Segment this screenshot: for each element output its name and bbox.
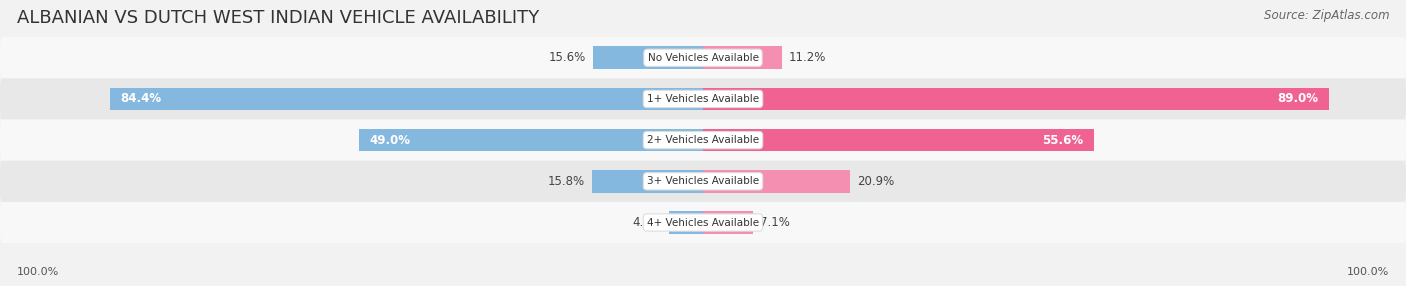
Bar bbox=[703, 46, 782, 69]
Text: 49.0%: 49.0% bbox=[368, 134, 411, 147]
Bar bbox=[703, 129, 1094, 152]
Bar bbox=[110, 88, 703, 110]
Bar bbox=[359, 129, 703, 152]
Bar bbox=[593, 46, 703, 69]
FancyBboxPatch shape bbox=[0, 161, 1406, 202]
Text: 1+ Vehicles Available: 1+ Vehicles Available bbox=[647, 94, 759, 104]
Text: 11.2%: 11.2% bbox=[789, 51, 827, 64]
Text: 100.0%: 100.0% bbox=[17, 267, 59, 277]
Text: 55.6%: 55.6% bbox=[1042, 134, 1084, 147]
FancyBboxPatch shape bbox=[0, 202, 1406, 243]
FancyBboxPatch shape bbox=[0, 37, 1406, 78]
Text: Source: ZipAtlas.com: Source: ZipAtlas.com bbox=[1264, 9, 1389, 21]
Text: 100.0%: 100.0% bbox=[1347, 267, 1389, 277]
Bar bbox=[592, 170, 703, 193]
Text: 3+ Vehicles Available: 3+ Vehicles Available bbox=[647, 176, 759, 186]
Text: 4.8%: 4.8% bbox=[633, 216, 662, 229]
Text: 7.1%: 7.1% bbox=[759, 216, 790, 229]
FancyBboxPatch shape bbox=[0, 78, 1406, 120]
Bar bbox=[669, 211, 703, 234]
Text: 15.6%: 15.6% bbox=[550, 51, 586, 64]
Text: 4+ Vehicles Available: 4+ Vehicles Available bbox=[647, 218, 759, 227]
Bar bbox=[703, 170, 849, 193]
Text: 84.4%: 84.4% bbox=[120, 92, 162, 106]
Text: 2+ Vehicles Available: 2+ Vehicles Available bbox=[647, 135, 759, 145]
Text: ALBANIAN VS DUTCH WEST INDIAN VEHICLE AVAILABILITY: ALBANIAN VS DUTCH WEST INDIAN VEHICLE AV… bbox=[17, 9, 538, 27]
Text: No Vehicles Available: No Vehicles Available bbox=[648, 53, 758, 63]
Bar bbox=[703, 88, 1329, 110]
Text: 89.0%: 89.0% bbox=[1277, 92, 1319, 106]
Text: 20.9%: 20.9% bbox=[858, 175, 894, 188]
Bar bbox=[703, 211, 754, 234]
Text: 15.8%: 15.8% bbox=[548, 175, 585, 188]
FancyBboxPatch shape bbox=[0, 120, 1406, 161]
